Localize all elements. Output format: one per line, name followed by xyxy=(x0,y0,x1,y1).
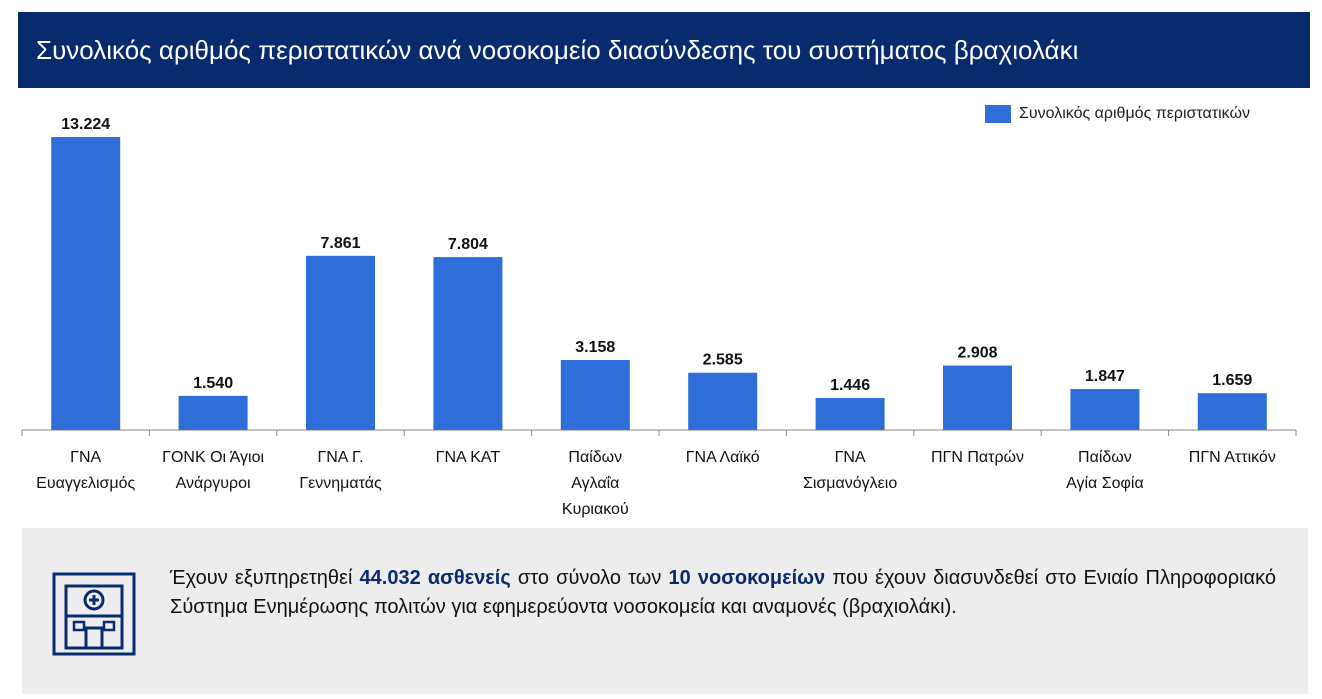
info-text-part: στο σύνολο των xyxy=(510,567,669,589)
legend-swatch xyxy=(985,105,1011,123)
bar-value-label: 1.446 xyxy=(830,377,870,394)
bar-value-label: 7.861 xyxy=(320,235,360,252)
bar-value-label: 1.540 xyxy=(193,375,233,392)
bar xyxy=(51,137,121,430)
category-label: Αγλαΐα xyxy=(571,475,619,492)
category-label: Σισμανόγλειο xyxy=(803,475,897,492)
bar xyxy=(688,372,758,430)
bar-value-label: 13.224 xyxy=(61,116,110,133)
category-label: Ευαγγελισμός xyxy=(36,475,135,492)
bar-value-label: 2.585 xyxy=(703,352,743,369)
bar xyxy=(943,365,1012,430)
category-label: ΠΓΝ Πατρών xyxy=(931,449,1024,466)
category-label: ΓΝΑ xyxy=(70,449,101,466)
bar xyxy=(560,360,630,430)
category-label: ΓΝΑ Λαϊκό xyxy=(686,449,760,466)
info-text-part: Έχουν εξυπηρετηθεί xyxy=(170,567,360,589)
category-label: Γεννηματάς xyxy=(299,475,382,492)
hospital-icon xyxy=(52,572,136,656)
bar-value-label: 2.908 xyxy=(957,345,997,362)
bar-value-label: 7.804 xyxy=(448,236,488,253)
legend-label: Συνολικός αριθμός περιστατικών xyxy=(1019,105,1250,122)
hospitals-count: 10 νοσοκομείων xyxy=(668,567,826,589)
bar xyxy=(178,395,248,430)
bar xyxy=(433,257,503,430)
category-label: ΓΝΑ ΚΑΤ xyxy=(436,449,501,466)
bar-value-label: 1.659 xyxy=(1212,372,1252,389)
category-label: ΓΟΝΚ Οι Άγιοι xyxy=(162,449,264,466)
bar-chart: 13.224 ΓΝΑ Ευαγγελισμός 1.540 ΓΟΝΚ Οι Άγιοι Α… xyxy=(21,116,1297,518)
category-label: ΓΝΑ xyxy=(835,449,866,466)
bar xyxy=(1070,389,1140,430)
category-label: Ανάργυροι xyxy=(176,475,251,492)
category-label: Παίδων xyxy=(1078,449,1132,466)
bar xyxy=(815,397,885,430)
bar xyxy=(1197,393,1267,430)
info-text: Έχουν εξυπηρετηθεί 44.032 ασθενείς στο σ… xyxy=(170,564,1276,622)
info-text-part: που έχουν διασυνδεθεί στο Ενιαίο Πληροφο… xyxy=(170,567,1276,618)
category-label: Παίδων xyxy=(568,449,622,466)
bar-value-label: 1.847 xyxy=(1085,368,1125,385)
bar-value-label: 3.158 xyxy=(575,339,615,356)
chart-legend: Συνολικός αριθμός περιστατικών xyxy=(985,105,1250,123)
category-label: Κυριακού xyxy=(562,501,629,518)
category-label: ΠΓΝ Αττικόν xyxy=(1189,449,1276,466)
bar xyxy=(306,255,375,430)
info-box: Έχουν εξυπηρετηθεί 44.032 ασθενείς στο σ… xyxy=(22,528,1308,694)
page-title: Συνολικός αριθμός περιστατικών ανά νοσοκ… xyxy=(18,12,1310,88)
category-label: ΓΝΑ Γ. xyxy=(317,449,363,466)
category-label: Αγία Σοφία xyxy=(1066,475,1144,492)
patients-count: 44.032 ασθενείς xyxy=(359,567,511,589)
